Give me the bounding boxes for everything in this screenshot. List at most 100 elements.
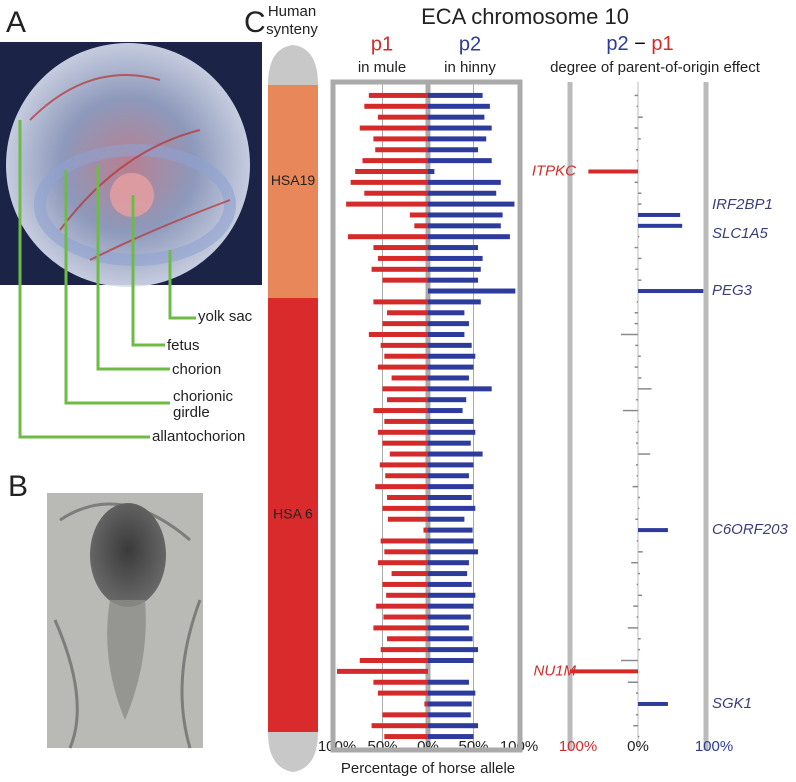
bar [428,592,476,598]
bar [428,386,492,392]
diff-bar [635,714,638,716]
bar [428,734,474,740]
bar [428,647,479,653]
bar [428,614,471,620]
pointer [18,120,150,439]
bar [389,451,428,457]
annotation: girdle [173,404,210,421]
bar [373,625,428,631]
bar [428,495,472,500]
bar [428,342,472,348]
synteny-title: Human [268,3,316,20]
gene-label: NU1M [533,662,576,679]
diff-bar [638,377,642,379]
diff-bar [638,279,642,281]
x-axis-label: Percentage of horse allele [341,760,515,777]
annotation: fetus [167,337,200,354]
gene-label: C6ORF203 [712,521,789,538]
bar [347,234,428,240]
bar [382,386,428,392]
diff-bar [634,181,638,184]
diff-bar [635,692,638,694]
bar [355,169,428,174]
bar [428,581,472,587]
bar [409,212,428,218]
bar [387,516,428,522]
bar [414,223,428,229]
bar [428,440,471,446]
bar [382,505,428,511]
diff-bar [638,453,651,455]
panel-label: B [8,470,28,503]
bar [371,723,428,729]
bar [373,408,428,414]
synteny-label: HSA19 [271,172,316,188]
bar [428,332,465,337]
diff-bar [638,507,640,510]
diff-title-part: p2 [606,33,628,55]
panel-label: A [6,6,26,39]
bar [428,484,474,490]
bar [428,223,501,229]
bar [380,342,428,348]
bar [428,679,469,685]
diff-bar [636,105,638,108]
bar [428,179,501,185]
bar [428,266,481,272]
diff-bar [635,464,638,466]
bar [428,625,469,631]
bar [385,473,428,479]
legend-subtitle: in mule [358,59,406,76]
girdle-ring [34,144,236,266]
bar [377,114,428,120]
diff-bar [636,475,638,477]
diff-bar [638,572,641,575]
bar [428,408,463,414]
bar [373,299,428,305]
bar [371,266,428,272]
bar [364,190,428,196]
bar [368,332,428,337]
bar [428,169,435,174]
pointer [168,250,196,320]
bar [359,125,428,131]
bar [428,277,479,283]
synteny-bar: HSA19 HSA 6 [268,85,318,732]
bar [428,92,483,98]
diff-bar [632,485,638,488]
bar [428,603,474,609]
bar [428,321,469,327]
pointer [64,170,170,405]
legend-entry: p2 [459,33,481,55]
diff-bar [636,583,638,586]
bar [428,353,476,359]
bar [428,397,467,403]
diff-title: p2 − p1 [606,33,673,55]
diff-bar [621,659,638,662]
embryo-body [107,600,146,720]
bar [384,734,428,740]
diff-bar [634,322,638,325]
bar [391,375,428,381]
bar [428,636,473,642]
bar [428,234,510,240]
diff-title-part: − [634,33,646,55]
bar [428,212,503,218]
bar [428,505,476,511]
diff-bar [627,681,638,683]
bar [368,92,428,98]
diff-bar [638,496,641,499]
annotation: yolk sac [198,308,253,325]
legend-subtitle: in hinny [444,59,496,76]
bar [380,647,428,653]
bar [387,397,428,403]
diff-subtitle: degree of parent-of-origin effect [550,59,761,76]
bar [428,201,515,207]
bar [428,158,492,164]
diff-bar [635,518,638,520]
diff-title-part: p1 [651,33,673,55]
bar [373,245,428,251]
bar [373,136,428,142]
diff-bar [634,246,638,249]
diff-bar [638,701,668,706]
